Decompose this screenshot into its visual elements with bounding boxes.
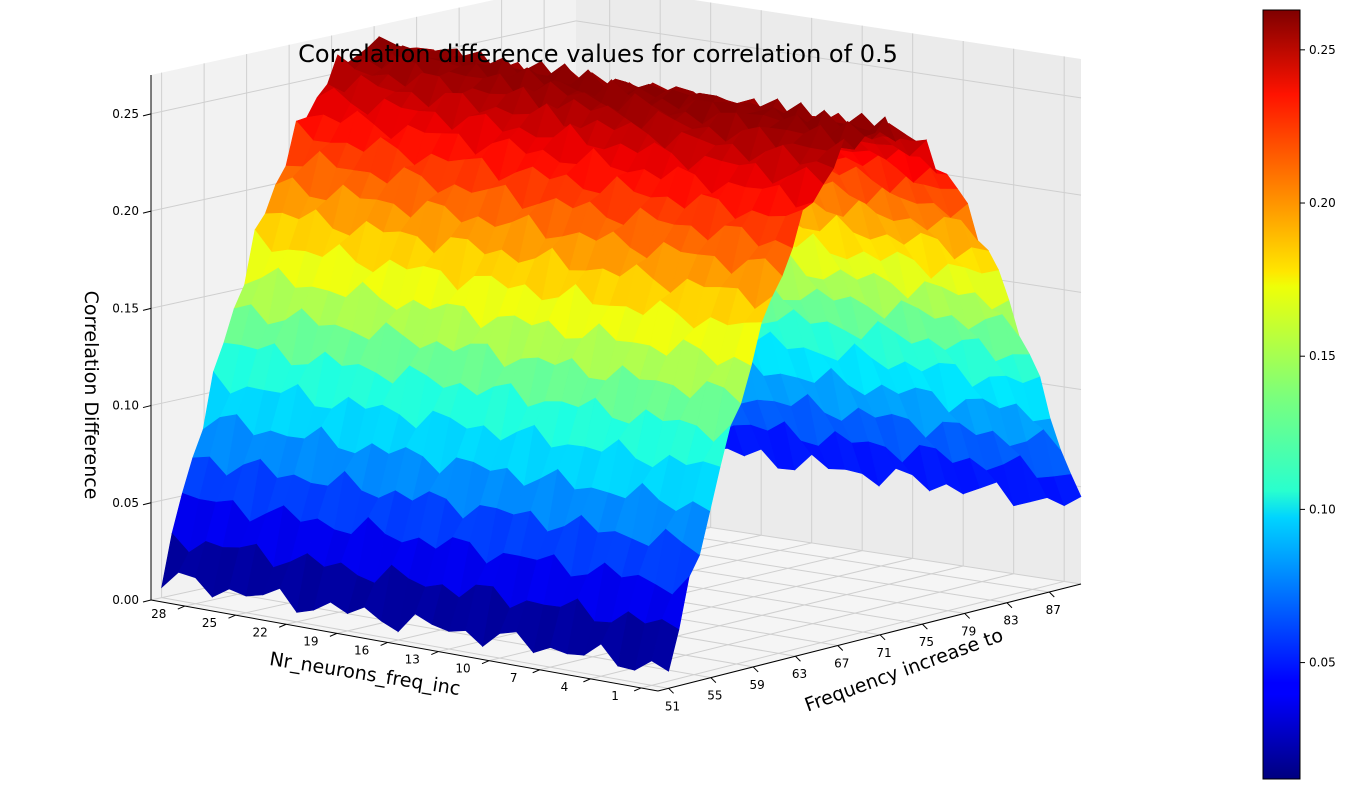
colorbar-tick-label: 0.05	[1309, 656, 1336, 670]
z-tick-mark	[142, 599, 152, 603]
axes-frame	[142, 75, 1082, 694]
x-tick-mark	[1048, 591, 1055, 598]
y-tick-mark	[228, 614, 236, 619]
y-tick-label: 7	[510, 671, 518, 685]
y-tick-label: 13	[405, 653, 420, 667]
colorbar-tick-label: 0.25	[1309, 43, 1336, 57]
tick-labels: 51 55 59 63 67 71 75 79 83 87 1 4 7 10 13 16 19 22 25 28 0.0…	[112, 107, 1061, 713]
x-tick-mark	[795, 655, 801, 662]
y-tick-label: 1	[611, 689, 619, 703]
colorbar-gradient	[1262, 9, 1301, 780]
z-tick-mark	[142, 307, 152, 311]
y-tick-label: 10	[455, 662, 470, 676]
y-tick-mark	[481, 660, 490, 665]
y-tick-mark	[380, 642, 388, 646]
z-tick-label: 0.25	[112, 107, 139, 121]
z-tick-label: 0.05	[112, 496, 139, 510]
x-tick-mark	[668, 687, 674, 694]
y-tick-mark	[431, 651, 439, 656]
z-axis-label: Correlation Difference	[80, 291, 102, 500]
y-tick-label: 22	[253, 625, 268, 639]
z-tick-mark	[142, 405, 152, 409]
y-tick-label: 19	[303, 634, 318, 648]
x-tick-label: 67	[834, 657, 849, 671]
x-tick-mark	[922, 623, 928, 630]
surface-patch	[651, 619, 680, 672]
x-tick-label: 55	[707, 689, 722, 703]
grid-y-floor	[640, 580, 1065, 689]
grid-z-right	[575, 20, 1082, 99]
y-tick-mark	[583, 678, 591, 683]
y-tick-label: 28	[151, 607, 166, 621]
y-tick-mark	[279, 623, 287, 628]
x-axis-line	[657, 583, 1082, 692]
z-tick-mark	[142, 210, 152, 214]
y-tick-label: 25	[202, 616, 217, 630]
chart-title: Correlation difference values for correl…	[298, 40, 898, 68]
x-tick-mark	[837, 645, 844, 651]
z-tick-mark	[142, 502, 152, 506]
colorbar-tick-label: 0.20	[1309, 196, 1336, 210]
z-tick-mark	[142, 113, 152, 117]
y-tick-mark	[329, 632, 338, 637]
x-tick-label: 51	[665, 699, 680, 713]
x-tick-mark	[1006, 602, 1013, 609]
x-tick-mark	[752, 666, 759, 673]
x-tick-label: 79	[961, 624, 976, 638]
z-tick-label: 0.15	[112, 301, 139, 315]
y-tick-mark	[532, 669, 540, 674]
z-tick-label: 0.20	[112, 204, 139, 218]
surface-plot	[161, 35, 1082, 672]
colorbar-tick-label: 0.15	[1309, 349, 1336, 363]
x-tick-label: 71	[876, 646, 891, 660]
y-tick-mark	[633, 687, 642, 692]
colorbar-tick-label: 0.10	[1309, 502, 1336, 516]
y-tick-label: 16	[354, 643, 369, 657]
x-tick-mark	[879, 634, 886, 641]
x-tick-label: 83	[1003, 614, 1018, 628]
x-tick-label: 63	[792, 667, 807, 681]
y-tick-label: 4	[561, 680, 569, 694]
z-tick-label: 0.10	[112, 399, 139, 413]
y-tick-mark	[177, 605, 185, 610]
x-tick-label: 59	[750, 678, 765, 692]
x-tick-mark	[964, 613, 971, 619]
x-tick-mark	[710, 677, 717, 683]
x-tick-label: 87	[1046, 603, 1061, 617]
x-tick-label: 75	[919, 635, 934, 649]
z-tick-label: 0.00	[112, 593, 139, 607]
colorbar: 0.05 0.10 0.15 0.20 0.25	[1262, 9, 1336, 780]
